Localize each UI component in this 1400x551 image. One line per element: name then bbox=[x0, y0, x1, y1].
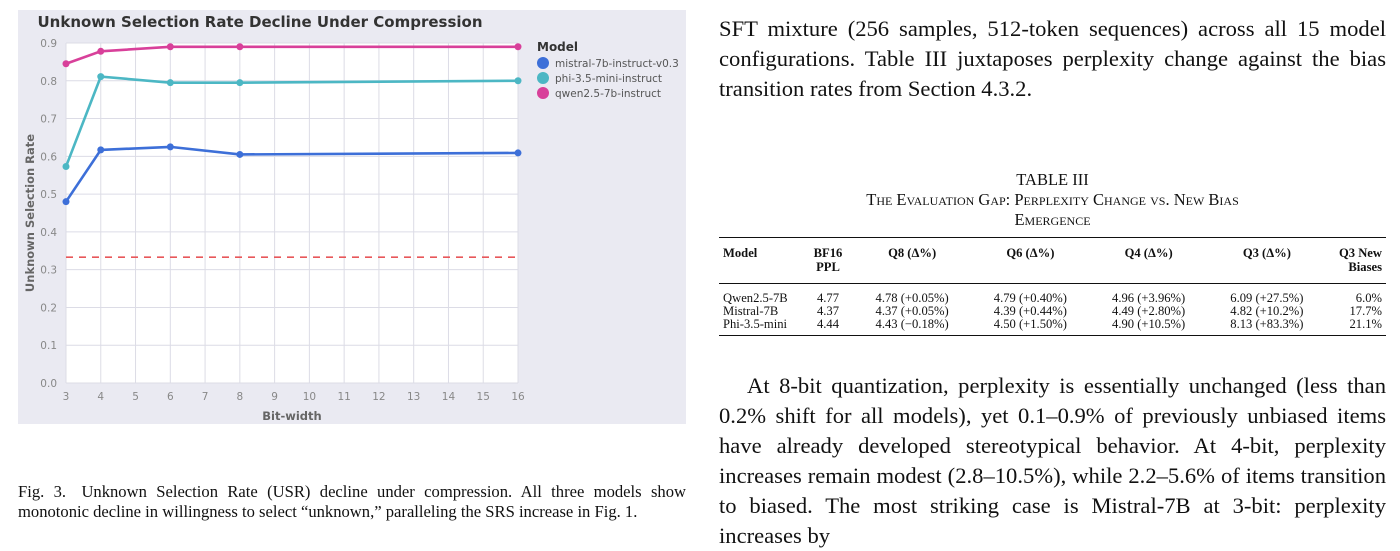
x-tick-label: 12 bbox=[372, 391, 385, 403]
x-tick-label: 3 bbox=[63, 391, 70, 403]
figure-label: Fig. 3. bbox=[18, 482, 67, 501]
table-header-row: Model BF16 PPL Q8 (Δ%) Q6 (Δ%) Q4 (Δ%) Q3… bbox=[719, 237, 1386, 284]
paragraph-intro: SFT mixture (256 samples, 512-token sequ… bbox=[719, 16, 1386, 101]
data-point bbox=[166, 43, 174, 51]
data-point bbox=[166, 143, 174, 151]
legend-title: Model bbox=[537, 40, 578, 54]
table-title-line1: The Evaluation Gap: Perplexity Change vs… bbox=[866, 190, 1239, 209]
header-model: Model bbox=[723, 246, 758, 260]
y-tick-label: 0.1 bbox=[40, 340, 57, 352]
x-tick-label: 15 bbox=[477, 391, 490, 403]
data-point bbox=[514, 77, 522, 85]
y-tick-label: 0.9 bbox=[40, 38, 57, 50]
y-tick-label: 0.3 bbox=[40, 265, 57, 277]
x-tick-label: 6 bbox=[167, 391, 174, 403]
figure-caption: Fig. 3. Unknown Selection Rate (USR) dec… bbox=[18, 482, 686, 522]
data-point bbox=[62, 163, 70, 171]
cell: Phi-3.5-mini bbox=[723, 317, 788, 331]
cell: 4.43 (−0.18%) bbox=[875, 317, 949, 331]
legend-marker bbox=[537, 57, 549, 69]
cell: 4.50 (+1.50%) bbox=[993, 317, 1067, 331]
cell: 21.1% bbox=[1349, 317, 1382, 331]
y-tick-label: 0.6 bbox=[40, 151, 57, 163]
header-q3-new: Q3 New Biases bbox=[1338, 246, 1382, 274]
data-point bbox=[97, 73, 105, 81]
legend-entry: qwen2.5-7b-instruct bbox=[555, 88, 661, 100]
cell: 4.82 (+10.2%) bbox=[1230, 304, 1304, 318]
table-label: TABLE III bbox=[1016, 170, 1089, 189]
plot-area bbox=[66, 43, 518, 383]
y-tick-label: 0.4 bbox=[40, 227, 57, 239]
header-q4: Q4 (Δ%) bbox=[1124, 246, 1173, 260]
cell: 4.78 (+0.05%) bbox=[875, 291, 949, 305]
table-caption: TABLE III The Evaluation Gap: Perplexity… bbox=[719, 170, 1386, 230]
y-tick-label: 0.5 bbox=[40, 189, 57, 201]
cell: Mistral-7B bbox=[723, 304, 779, 318]
x-tick-label: 10 bbox=[303, 391, 316, 403]
x-tick-label: 8 bbox=[237, 391, 244, 403]
header-q8: Q8 (Δ%) bbox=[888, 246, 937, 260]
chart-title: Unknown Selection Rate Decline Under Com… bbox=[37, 13, 482, 31]
legend: Model mistral-7b-instruct-v0.3 phi-3.5-mi… bbox=[537, 40, 679, 100]
cell: 4.96 (+3.96%) bbox=[1112, 291, 1186, 305]
line-chart: 0.0 0.1 0.2 0.3 0.4 0.5 0.6 0.7 0.8 0.9 3 4 5 6 7 8 9 10 1… bbox=[23, 13, 679, 423]
data-point bbox=[514, 149, 522, 157]
legend-entry: phi-3.5-mini-instruct bbox=[555, 73, 662, 85]
x-axis-label: Bit-width bbox=[262, 409, 321, 423]
data-point bbox=[236, 43, 244, 51]
x-tick-label: 13 bbox=[407, 391, 420, 403]
header-q6: Q6 (Δ%) bbox=[1006, 246, 1055, 260]
x-tick-label: 9 bbox=[271, 391, 278, 403]
header-q3: Q3 (Δ%) bbox=[1242, 246, 1291, 260]
legend-marker bbox=[537, 87, 549, 99]
header-bf16: BF16 PPL bbox=[813, 246, 843, 274]
cell: 4.79 (+0.40%) bbox=[993, 291, 1067, 305]
y-axis-label: Unknown Selection Rate bbox=[23, 134, 37, 292]
data-point bbox=[514, 43, 522, 51]
cell: 4.77 bbox=[816, 291, 840, 305]
results-table: Model BF16 PPL Q8 (Δ%) Q6 (Δ%) Q4 (Δ%) Q3… bbox=[719, 237, 1386, 336]
x-tick-label: 7 bbox=[202, 391, 209, 403]
table-row: Mistral-7B 4.37 4.37 (+0.05%) 4.39 (+0.4… bbox=[719, 305, 1386, 318]
cell: 8.13 (+83.3%) bbox=[1230, 317, 1304, 331]
paragraph-analysis: At 8-bit quantization, perplexity is ess… bbox=[719, 373, 1386, 548]
data-point bbox=[62, 198, 70, 206]
table-row: Phi-3.5-mini 4.44 4.43 (−0.18%) 4.50 (+1… bbox=[719, 318, 1386, 336]
data-point bbox=[62, 60, 70, 68]
x-tick-label: 5 bbox=[132, 391, 139, 403]
cell: 4.37 (+0.05%) bbox=[875, 304, 949, 318]
cell: 6.09 (+27.5%) bbox=[1230, 291, 1304, 305]
data-point bbox=[236, 150, 244, 158]
y-tick-label: 0.7 bbox=[40, 114, 57, 126]
y-tick-label: 0.8 bbox=[40, 76, 57, 88]
y-tick-label: 0.2 bbox=[40, 302, 57, 314]
data-point bbox=[97, 47, 105, 55]
data-point bbox=[166, 79, 174, 87]
legend-entry: mistral-7b-instruct-v0.3 bbox=[555, 58, 679, 70]
cell: 17.7% bbox=[1349, 304, 1382, 318]
data-point bbox=[97, 146, 105, 154]
table-title-line2: Emergence bbox=[1014, 210, 1091, 229]
data-point bbox=[236, 79, 244, 87]
table-row: Qwen2.5-7B 4.77 4.78 (+0.05%) 4.79 (+0.4… bbox=[719, 284, 1386, 306]
x-tick-label: 16 bbox=[511, 391, 525, 403]
x-tick-label: 4 bbox=[97, 391, 104, 403]
legend-marker bbox=[537, 72, 549, 84]
cell: 4.44 bbox=[816, 317, 840, 331]
cell: 4.90 (+10.5%) bbox=[1112, 317, 1186, 331]
cell: 6.0% bbox=[1355, 291, 1382, 305]
cell: 4.37 bbox=[816, 304, 840, 318]
cell: Qwen2.5-7B bbox=[723, 291, 788, 305]
cell: 4.49 (+2.80%) bbox=[1112, 304, 1186, 318]
x-tick-label: 11 bbox=[337, 391, 350, 403]
figure-caption-text: Unknown Selection Rate (USR) decline und… bbox=[18, 482, 686, 521]
y-tick-label: 0.0 bbox=[40, 378, 57, 390]
x-tick-label: 14 bbox=[442, 391, 456, 403]
figure-chart: 0.0 0.1 0.2 0.3 0.4 0.5 0.6 0.7 0.8 0.9 3 4 5 6 7 8 9 10 1… bbox=[18, 10, 686, 424]
cell: 4.39 (+0.44%) bbox=[993, 304, 1067, 318]
